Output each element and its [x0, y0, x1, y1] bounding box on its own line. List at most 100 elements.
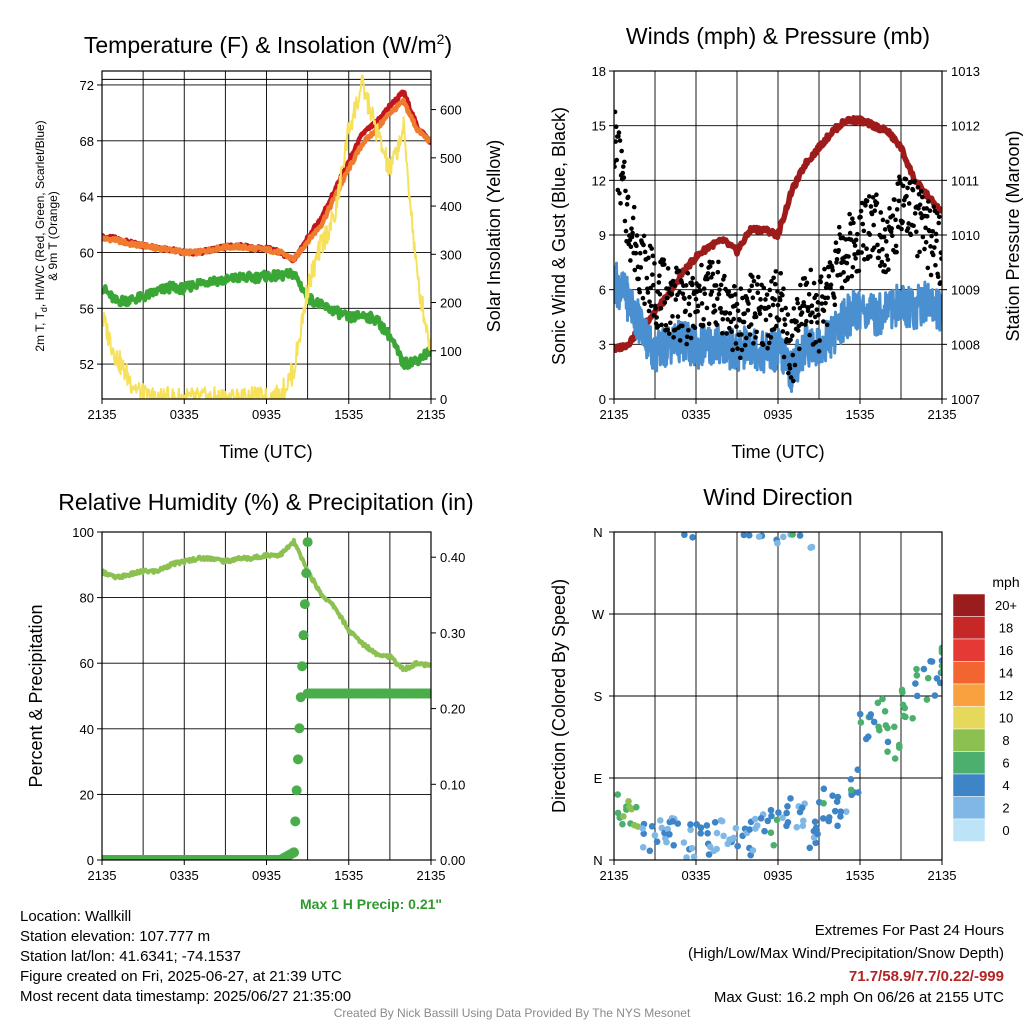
direction-point [614, 809, 622, 817]
direction-point [899, 689, 906, 696]
gust-point [795, 300, 800, 306]
direction-point [780, 533, 787, 541]
gust-point [791, 378, 796, 384]
direction-point [674, 820, 682, 827]
x-tick-label: 2135 [417, 407, 446, 422]
gust-point [917, 249, 922, 255]
y-tick-label: 20 [80, 787, 94, 802]
gust-point [781, 286, 786, 292]
y-right-tick-label: 1011 [951, 173, 979, 188]
x-tick-label: 0335 [170, 407, 199, 422]
gust-point [677, 338, 683, 343]
gust-point [851, 220, 856, 226]
colorbar-title: mph [992, 574, 1019, 590]
gust-point [932, 245, 937, 250]
direction-point [837, 813, 844, 820]
gust-point [656, 280, 662, 285]
credit-text: Created By Nick Bassill Using Data Provi… [333, 1006, 691, 1020]
direction-point [787, 795, 794, 802]
gust-point [614, 164, 617, 169]
gust-point [836, 224, 842, 230]
gust-point [808, 267, 814, 273]
gust-point [729, 329, 734, 334]
gust-point [769, 279, 774, 284]
gust-point [822, 266, 827, 272]
gust-point [772, 281, 778, 287]
x-tick-label: 2135 [88, 407, 117, 422]
gust-point [906, 201, 912, 206]
direction-point [825, 817, 833, 825]
gust-point [783, 305, 788, 311]
direction-point [693, 820, 701, 828]
gust-point [742, 311, 747, 316]
direction-point [639, 825, 646, 832]
gust-point [894, 249, 899, 255]
direction-point [669, 818, 677, 825]
gust-point [699, 262, 704, 268]
gust-point [754, 282, 760, 287]
direction-point [779, 814, 786, 821]
precip-point [298, 630, 309, 641]
winds-x-label: Time (UTC) [731, 442, 824, 462]
gust-point [634, 233, 640, 238]
direction-point [751, 815, 759, 823]
gust-point [861, 228, 867, 234]
gust-point [666, 331, 672, 336]
direction-point [938, 657, 942, 664]
direction-point [633, 803, 640, 811]
gust-point [836, 247, 841, 253]
gust-point [665, 266, 671, 271]
gust-point [900, 219, 905, 225]
gust-point [636, 276, 641, 282]
gust-point [696, 283, 702, 289]
gust-point [716, 291, 722, 297]
colorbar-label: 14 [999, 666, 1013, 681]
colorbar-swatch [952, 728, 986, 752]
gust-point [705, 271, 711, 276]
elevation-text: Station elevation: 107.777 m [20, 928, 211, 945]
gust-point [883, 239, 889, 244]
gust-point [828, 282, 834, 288]
direction-point [753, 822, 761, 829]
direction-point [879, 695, 886, 703]
gust-point [648, 285, 653, 291]
direction-point [761, 827, 768, 835]
direction-point [902, 713, 909, 721]
temperature-line-2 [102, 267, 431, 371]
gust-point [654, 315, 659, 320]
temperature-frame [101, 70, 432, 400]
x-tick-label: 0935 [252, 407, 281, 422]
gust-point [874, 200, 880, 206]
svg-text:& 9m T (Orange): & 9m T (Orange) [46, 191, 60, 281]
precip-point [301, 568, 312, 579]
gust-point [874, 192, 879, 198]
gust-point [870, 195, 876, 200]
colorbar-label: 2 [1002, 801, 1009, 816]
gust-point [813, 339, 819, 345]
gust-point [819, 301, 825, 306]
gust-point [734, 301, 740, 307]
gust-point [684, 341, 690, 347]
direction-point [899, 701, 907, 709]
gust-point [646, 255, 651, 261]
gust-point [669, 291, 675, 297]
precip-point [302, 537, 313, 548]
gust-point [641, 242, 646, 248]
gust-point [773, 269, 779, 274]
direction-point [666, 831, 673, 838]
gust-point [871, 245, 877, 250]
y-right-tick-label: 200 [440, 296, 462, 311]
colorbar-swatch [952, 661, 986, 685]
gust-point [622, 218, 628, 224]
gust-point [818, 274, 824, 279]
gust-point [734, 324, 739, 329]
direction-point [820, 799, 827, 807]
gust-point [628, 244, 634, 250]
gust-point [676, 268, 682, 274]
gust-point [754, 329, 759, 335]
direction-point [646, 847, 654, 855]
gust-point [889, 226, 895, 231]
gust-point [717, 287, 722, 293]
gust-point [903, 176, 909, 182]
gust-point [642, 301, 647, 307]
